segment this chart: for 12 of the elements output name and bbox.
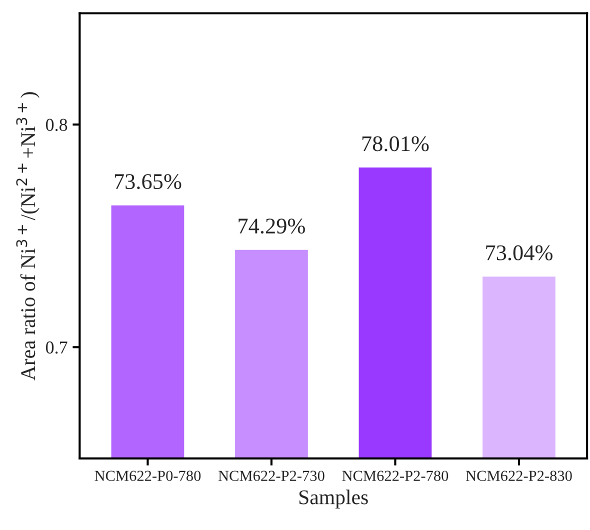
annotation: 74.29% (238, 218, 305, 234)
annotation: 73.65% (114, 174, 182, 190)
annotation: 73.04% (486, 245, 552, 260)
x-tick-label: NCM622-P2-730 (218, 470, 324, 482)
x-tick-label: NCM622-P0-780 (94, 470, 201, 482)
y-tick-label: 0.8 (46, 118, 68, 132)
x-tick-label: NCM622-P2-780 (342, 470, 448, 482)
y-axis-title: Area ratio of Ni$^{3+}$/(Ni$^{2+}$+Ni$^{3+}$) (16, 92, 40, 380)
y-tick-label: 0.7 (46, 341, 68, 354)
annotation: 78.01% (362, 136, 429, 152)
x-tick-label: NCM622-P2-830 (466, 470, 572, 482)
x-axis-title: Samples (299, 490, 368, 509)
